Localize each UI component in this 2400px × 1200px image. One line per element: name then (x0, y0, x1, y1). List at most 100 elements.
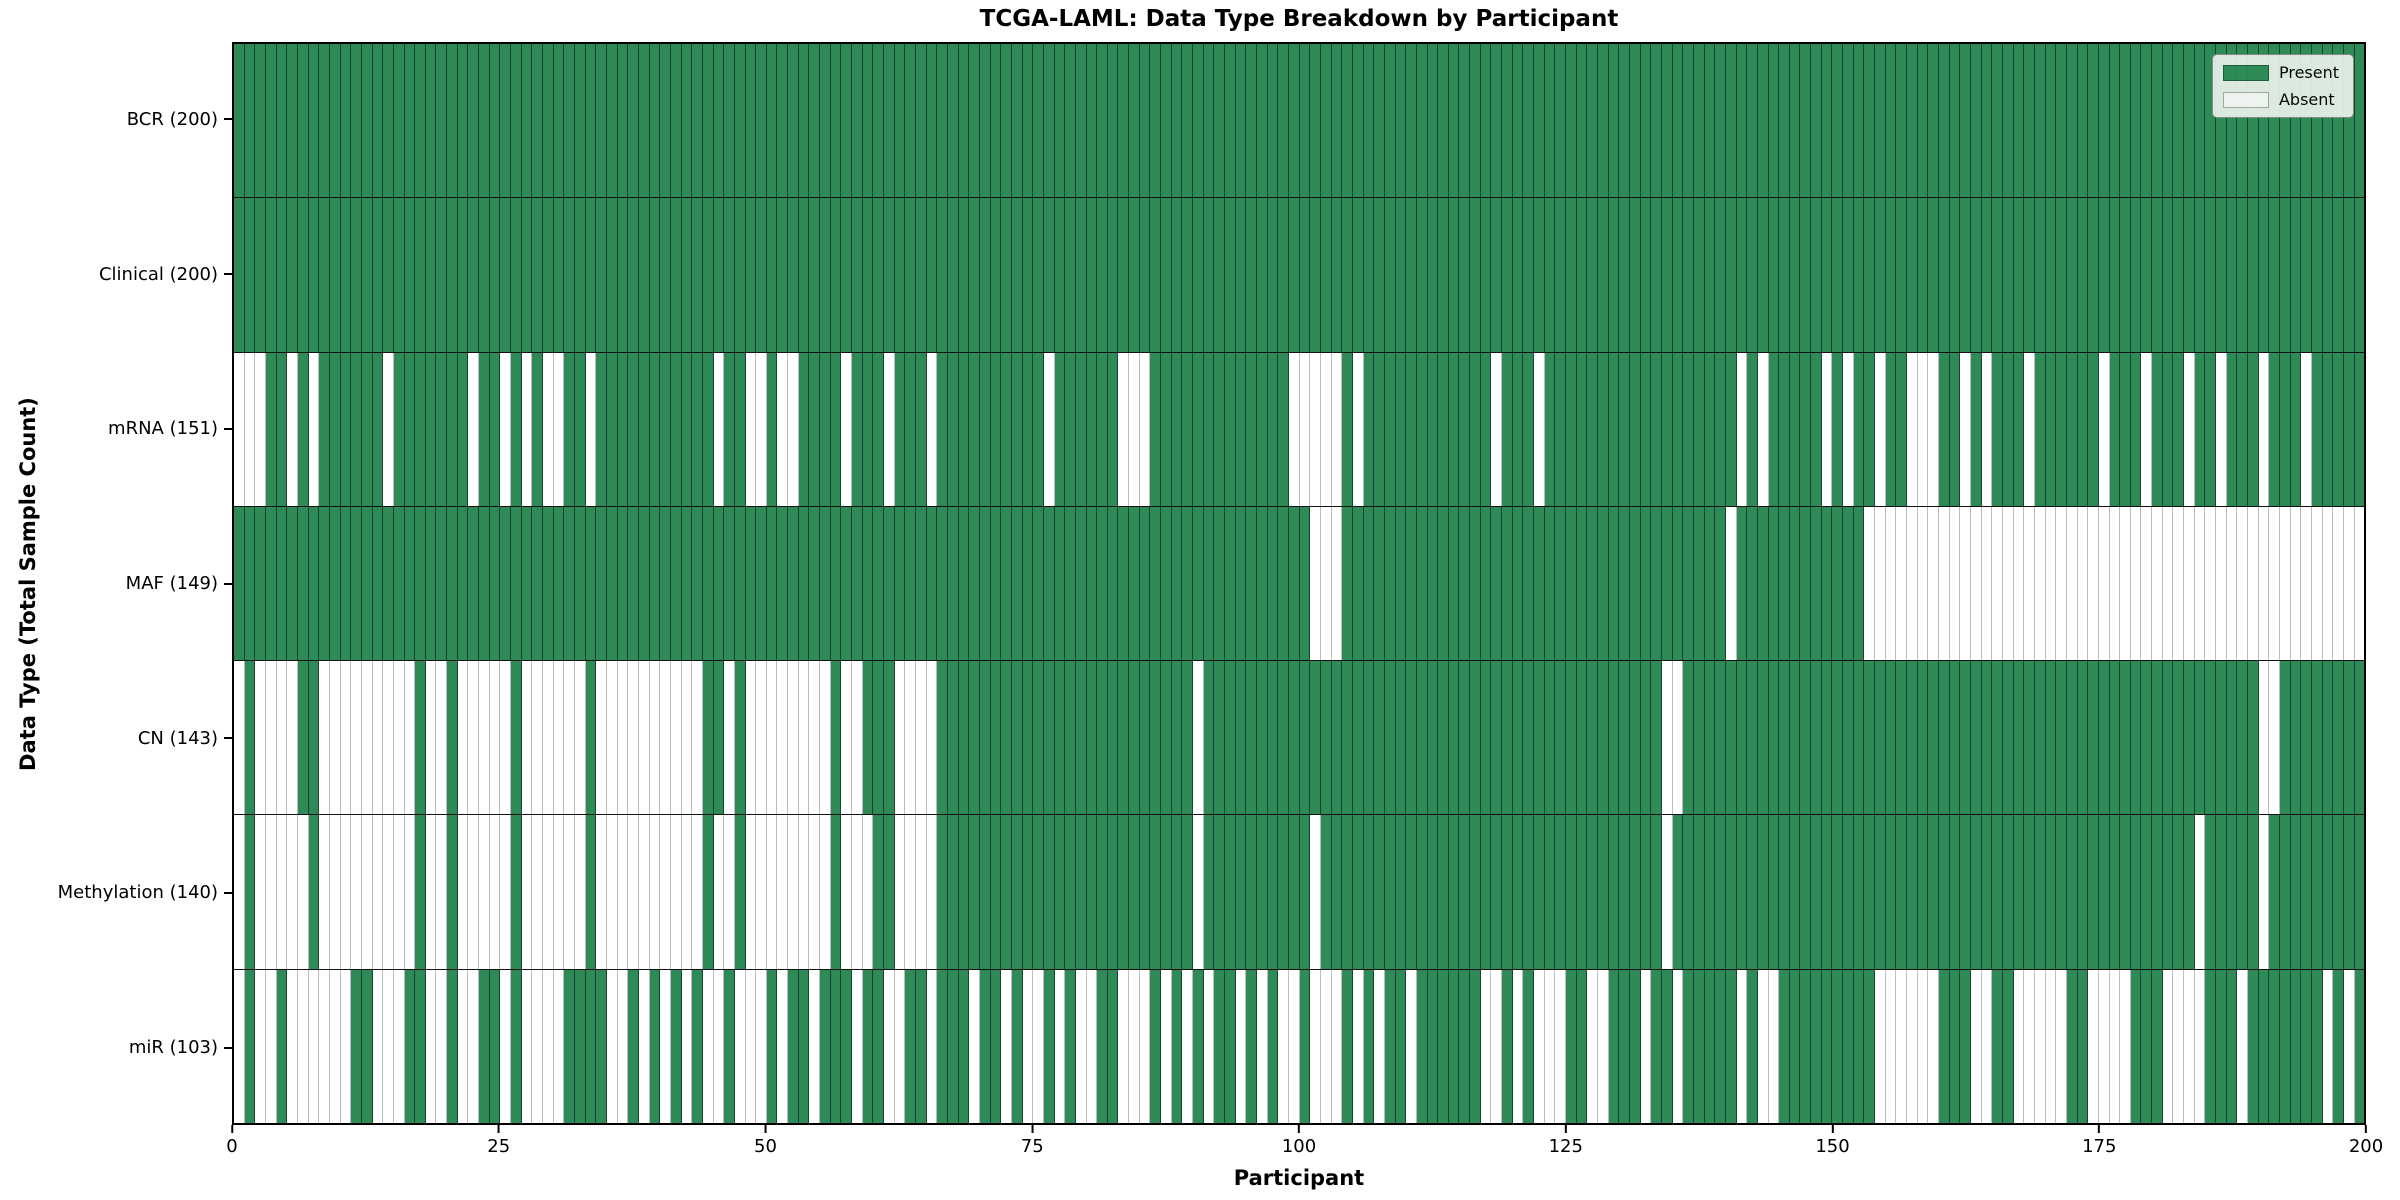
heatmap-cell (2333, 198, 2344, 352)
heatmap-cell (2333, 352, 2344, 506)
heatmap-cell (1395, 969, 1407, 1123)
heatmap-cell (1566, 44, 1577, 198)
heatmap-cell (1043, 352, 1055, 506)
heatmap-cell (873, 506, 885, 661)
heatmap-cell (2205, 198, 2217, 352)
heatmap-cell (1384, 198, 1396, 352)
heatmap-cell (436, 969, 448, 1123)
heatmap-cell (1970, 44, 1982, 198)
heatmap-cell (649, 352, 661, 506)
heatmap-cell (2311, 969, 2323, 1123)
heatmap-cell (1193, 44, 1204, 198)
heatmap-cell (756, 506, 767, 661)
heatmap-cell (649, 44, 661, 198)
heatmap-cell (372, 661, 384, 815)
heatmap-cell (2343, 352, 2355, 506)
heatmap-cell (1065, 661, 1076, 815)
heatmap-cell (681, 44, 693, 198)
heatmap-cell (734, 815, 746, 969)
heatmap-cell (2205, 506, 2217, 661)
heatmap-cell (628, 969, 639, 1123)
heatmap-cell (1384, 815, 1396, 969)
heatmap-cell (457, 352, 469, 506)
heatmap-cell (1352, 815, 1364, 969)
heatmap-cell (1661, 815, 1673, 969)
heatmap-cell (532, 815, 544, 969)
heatmap-cell (2194, 661, 2206, 815)
heatmap-cell (425, 506, 437, 661)
heatmap-cell (1075, 352, 1087, 506)
heatmap-cell (2184, 198, 2195, 352)
x-tick-label: 50 (754, 1136, 777, 1157)
heatmap-cell (2301, 661, 2312, 815)
heatmap-cell (1299, 815, 1311, 969)
heatmap-cell (1661, 352, 1673, 506)
heatmap-cell (2333, 661, 2344, 815)
heatmap-cell (2258, 815, 2270, 969)
heatmap-cell (798, 44, 810, 198)
heatmap-cell (1640, 661, 1652, 815)
heatmap-cell (713, 815, 725, 969)
heatmap-cell (308, 815, 320, 969)
heatmap-cell (521, 44, 533, 198)
heatmap-cell (1065, 815, 1076, 969)
heatmap-cell (1992, 815, 2003, 969)
heatmap-cell (1555, 969, 1567, 1123)
heatmap-cell (2141, 815, 2153, 969)
x-tick-mark (1031, 1125, 1034, 1133)
heatmap-cell (1789, 198, 1801, 352)
legend: Present Absent (2211, 54, 2354, 118)
heatmap-cell (1512, 969, 1524, 1123)
heatmap-cell (990, 198, 1002, 352)
heatmap-cell (1086, 198, 1098, 352)
heatmap-cell (1278, 661, 1289, 815)
heatmap-cell (1406, 661, 1417, 815)
heatmap-cell (2152, 198, 2163, 352)
heatmap-cell (1629, 969, 1641, 1123)
heatmap-cell (1267, 815, 1279, 969)
heatmap-cell (1502, 198, 1513, 352)
heatmap-cell (1310, 44, 1321, 198)
heatmap-cell (436, 661, 448, 815)
heatmap-cell (1960, 815, 1971, 969)
heatmap-cell (1587, 661, 1598, 815)
heatmap-cell (1150, 969, 1162, 1123)
heatmap-cell (1619, 661, 1630, 815)
heatmap-cell (1182, 815, 1194, 969)
heatmap-cell (2109, 661, 2121, 815)
heatmap-cell (1725, 352, 1737, 506)
heatmap-cell (713, 661, 725, 815)
heatmap-cell (1534, 352, 1545, 506)
heatmap-cell (1011, 815, 1023, 969)
heatmap-cell (969, 506, 980, 661)
heatmap-cell (894, 815, 906, 969)
heatmap-cell (2109, 969, 2121, 1123)
heatmap-cell (1384, 661, 1396, 815)
heatmap-cell (958, 506, 970, 661)
heatmap-cell (1672, 198, 1684, 352)
heatmap-cell (2088, 198, 2099, 352)
heatmap-cell (575, 198, 586, 352)
heatmap-cell (830, 352, 842, 506)
heatmap-cell (745, 661, 757, 815)
heatmap-cell (2343, 661, 2355, 815)
x-tick-label: 200 (2348, 1136, 2384, 1157)
heatmap-cell (1598, 969, 1609, 1123)
heatmap-cell (234, 969, 245, 1123)
heatmap-cell (702, 969, 714, 1123)
heatmap-cell (1725, 506, 1737, 661)
heatmap-cell (788, 506, 799, 661)
heatmap-cell (1395, 506, 1407, 661)
heatmap-cell (1161, 815, 1172, 969)
heatmap-cell (596, 352, 607, 506)
heatmap-cell (2258, 969, 2270, 1123)
heatmap-cell (660, 198, 671, 352)
heatmap-cell (2120, 44, 2131, 198)
heatmap-cell (1331, 969, 1343, 1123)
heatmap-cell (958, 198, 970, 352)
heatmap-cell (425, 969, 437, 1123)
heatmap-cell (692, 969, 703, 1123)
heatmap-cell (1235, 969, 1247, 1123)
heatmap-cell (2130, 506, 2142, 661)
heatmap-cell (415, 815, 426, 969)
